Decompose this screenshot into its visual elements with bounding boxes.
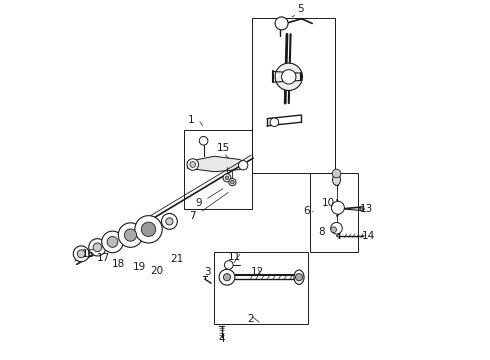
- Text: 10: 10: [322, 198, 335, 208]
- Circle shape: [187, 159, 198, 170]
- Circle shape: [118, 223, 143, 247]
- Circle shape: [331, 201, 344, 214]
- Ellipse shape: [333, 174, 341, 185]
- Circle shape: [135, 216, 162, 243]
- Text: 8: 8: [318, 227, 325, 237]
- Text: 21: 21: [171, 254, 184, 264]
- Text: 1: 1: [188, 114, 195, 125]
- Circle shape: [219, 269, 235, 285]
- Text: 5: 5: [297, 4, 304, 14]
- Text: 19: 19: [133, 262, 146, 272]
- Circle shape: [295, 274, 303, 281]
- Circle shape: [231, 180, 234, 184]
- Circle shape: [275, 63, 302, 90]
- Bar: [184, 130, 252, 209]
- Circle shape: [102, 231, 123, 253]
- Circle shape: [225, 176, 229, 180]
- Circle shape: [331, 227, 337, 233]
- Text: 14: 14: [362, 231, 375, 241]
- Bar: [310, 173, 358, 252]
- Text: 7: 7: [190, 211, 196, 221]
- Text: 13: 13: [360, 204, 373, 214]
- Circle shape: [223, 274, 231, 281]
- Circle shape: [199, 136, 208, 145]
- Text: 20: 20: [150, 266, 163, 276]
- Circle shape: [331, 222, 343, 234]
- Circle shape: [93, 243, 102, 252]
- Text: 2: 2: [247, 314, 254, 324]
- Polygon shape: [187, 156, 247, 172]
- Bar: [252, 18, 335, 173]
- Text: 4: 4: [218, 334, 225, 345]
- Circle shape: [282, 69, 296, 84]
- Circle shape: [275, 17, 288, 30]
- Text: 3: 3: [204, 267, 211, 277]
- Circle shape: [229, 179, 236, 186]
- Circle shape: [141, 222, 156, 237]
- Bar: [215, 252, 308, 324]
- Circle shape: [74, 246, 89, 262]
- Text: 17: 17: [97, 253, 110, 263]
- Circle shape: [270, 118, 279, 127]
- Circle shape: [224, 261, 233, 269]
- Text: 11: 11: [227, 252, 241, 262]
- Circle shape: [89, 239, 106, 256]
- Circle shape: [190, 162, 196, 167]
- Circle shape: [223, 174, 231, 182]
- Circle shape: [162, 213, 177, 229]
- Text: 6: 6: [304, 206, 310, 216]
- Text: 16: 16: [82, 249, 95, 259]
- Circle shape: [77, 250, 85, 258]
- Text: 18: 18: [112, 258, 125, 269]
- Text: 15: 15: [217, 143, 230, 153]
- Circle shape: [166, 218, 173, 225]
- Circle shape: [107, 237, 118, 247]
- Ellipse shape: [294, 270, 304, 284]
- Circle shape: [124, 229, 137, 241]
- Text: 9: 9: [195, 198, 201, 208]
- Circle shape: [360, 207, 364, 211]
- Circle shape: [239, 161, 248, 170]
- Circle shape: [332, 169, 341, 178]
- Text: 12: 12: [251, 267, 264, 277]
